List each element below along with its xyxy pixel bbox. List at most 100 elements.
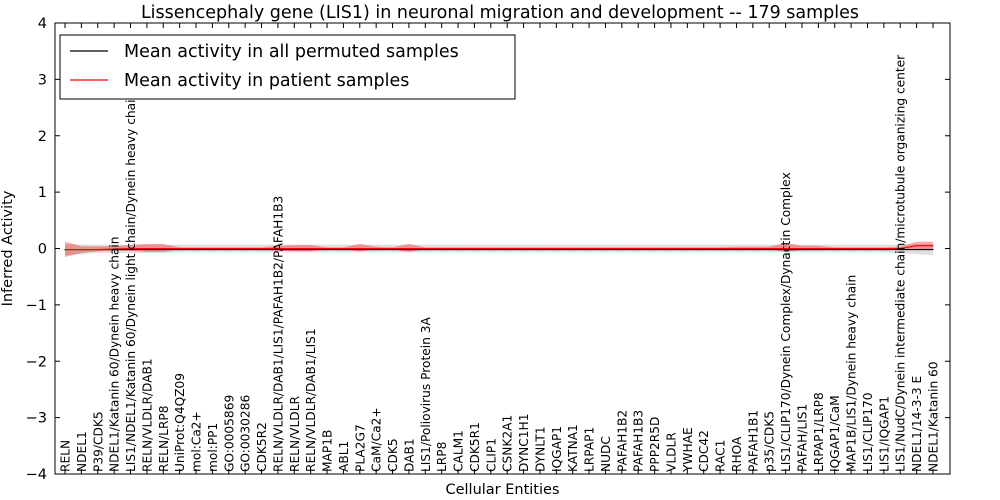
data-point-patient (64, 249, 66, 251)
data-point-permuted (293, 249, 295, 251)
data-point-permuted (572, 249, 574, 251)
data-point-permuted (162, 249, 164, 251)
x-tick-label: NUDC (599, 436, 613, 472)
data-point-patient (244, 247, 246, 250)
data-point-patient (473, 247, 475, 250)
x-tick-label: NDEL1 (75, 431, 89, 472)
x-tick-label: PPP2R5D (648, 417, 662, 472)
data-point-patient (293, 247, 295, 250)
data-point-patient (899, 247, 901, 250)
x-tick-label: PAFAH1B2 (615, 410, 629, 472)
x-tick-label: DYNC1H1 (517, 414, 531, 472)
data-point-permuted (523, 249, 525, 251)
data-point-patient (637, 247, 639, 250)
data-point-permuted (342, 249, 344, 251)
x-tick-label: CLIP1 (484, 438, 498, 472)
x-tick-label: p35/CDK5 (763, 411, 777, 472)
x-tick-label: RELN (59, 440, 73, 472)
data-point-patient (506, 247, 508, 250)
data-point-patient (113, 248, 115, 250)
x-tick-label: IQGAP1 (550, 426, 564, 472)
data-point-patient (768, 247, 770, 250)
data-point-permuted (719, 249, 721, 251)
data-point-permuted (260, 249, 263, 251)
data-point-patient (162, 247, 164, 250)
data-point-patient (310, 247, 312, 250)
data-point-permuted (604, 249, 607, 251)
y-tick-label: 0 (38, 242, 47, 258)
data-point-patient (785, 247, 787, 250)
x-tick-label: LRP8 (435, 442, 449, 472)
data-point-patient (686, 247, 688, 250)
x-tick-label: LIS1/CLIP170/Dynein Complex/Dynactin Com… (779, 172, 793, 472)
data-point-patient (670, 247, 672, 250)
data-point-permuted (129, 249, 132, 251)
data-point-patient (654, 247, 656, 250)
y-tick-label: 3 (38, 72, 47, 88)
data-point-patient (490, 247, 492, 250)
x-tick-label: CDK5R1 (468, 422, 482, 472)
data-point-patient (555, 247, 557, 250)
x-tick-label: GO:0030286 (239, 395, 253, 472)
x-tick-label: ABL1 (337, 441, 351, 472)
legend-label-patient: Mean activity in patient samples (124, 71, 409, 91)
data-point-patient (408, 247, 410, 250)
data-point-permuted (555, 249, 557, 251)
x-tick-label: RELN/VLDLR (288, 396, 302, 472)
x-tick-label: P39/CDK5 (91, 411, 105, 472)
data-point-permuted (326, 249, 328, 251)
data-point-permuted (473, 249, 475, 251)
x-tick-label: CSNK2A1 (501, 415, 515, 472)
data-point-patient (817, 247, 820, 250)
x-tick-label: KATNA1 (566, 424, 580, 472)
data-point-patient (441, 247, 443, 250)
data-point-permuted (866, 249, 869, 251)
data-point-patient (391, 247, 394, 250)
data-point-permuted (654, 249, 656, 251)
x-tick-label: PAFAH1B1 (746, 410, 760, 472)
data-point-permuted (834, 249, 836, 251)
x-tick-label: LIS1/NDEL1/Katanin 60/Dynein light chain… (124, 92, 138, 472)
y-tick-label: −4 (26, 467, 47, 483)
data-point-patient (703, 247, 705, 250)
data-point-permuted (899, 249, 901, 251)
data-point-permuted (490, 249, 492, 251)
data-point-patient (752, 247, 754, 250)
data-point-patient (146, 247, 148, 250)
x-tick-label: NDEL1/Katanin 60 (927, 361, 941, 472)
y-tick-label: 1 (38, 185, 47, 201)
data-point-patient (834, 247, 836, 250)
data-point-permuted (506, 249, 508, 251)
data-point-permuted (310, 249, 312, 251)
y-tick-label: 4 (38, 16, 47, 32)
x-tick-label: CaM/Ca2+ (370, 407, 384, 472)
data-point-patient (735, 247, 738, 250)
x-tick-label: RELN/VLDLR/DAB1/LIS1 (304, 328, 318, 472)
data-point-permuted (277, 249, 279, 251)
data-point-permuted (703, 249, 705, 251)
data-point-patient (80, 249, 82, 251)
data-point-permuted (883, 249, 885, 251)
data-point-permuted (785, 249, 787, 251)
data-point-permuted (211, 249, 213, 251)
data-point-patient (801, 247, 803, 250)
x-tick-label: PLA2G7 (353, 424, 367, 472)
x-tick-label: UniProt:Q4QZ09 (173, 373, 187, 472)
data-point-permuted (621, 249, 623, 251)
x-tick-label: YWHAE (681, 427, 695, 473)
x-tick-label: LRPAP1 (583, 427, 597, 472)
x-tick-label: mol:PP1 (206, 423, 220, 472)
data-point-patient (866, 247, 869, 250)
data-point-patient (326, 247, 328, 250)
x-tick-label: CDK5 (386, 438, 400, 472)
x-tick-label: DYNLT1 (533, 426, 547, 472)
x-tick-label: GO:0005869 (222, 395, 236, 472)
x-tick-label: NDEL1/14-3-3 E (910, 376, 924, 472)
data-point-patient (342, 247, 344, 250)
data-point-permuted (817, 249, 820, 251)
data-point-permuted (539, 249, 541, 251)
data-point-patient (523, 247, 525, 250)
data-point-patient (359, 247, 361, 250)
x-tick-label: LIS1/IQGAP1 (877, 396, 891, 472)
